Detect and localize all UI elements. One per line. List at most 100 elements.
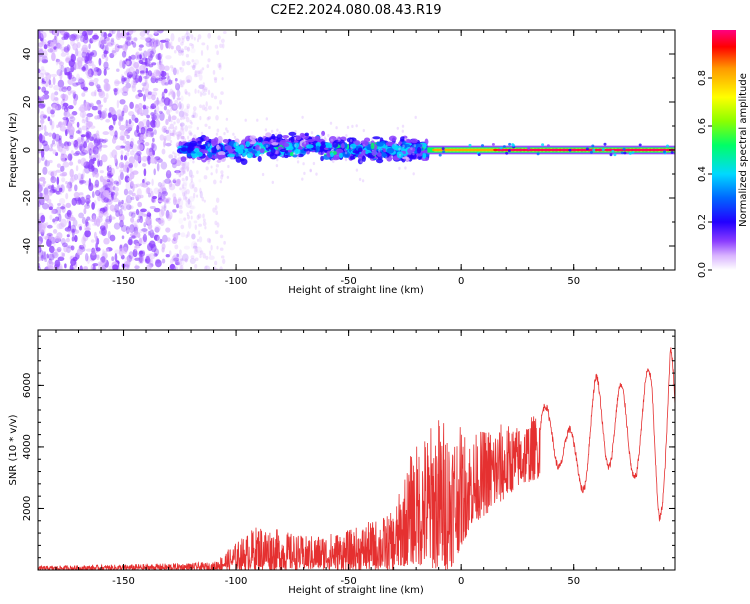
spectrogram-cell — [183, 161, 187, 171]
spectrogram-cell — [179, 167, 185, 176]
spectrogram-cell — [511, 143, 515, 146]
spectrogram-cell — [43, 143, 50, 152]
colorbar-tick: 0.4 — [697, 166, 708, 182]
spectrogram-cell — [212, 207, 216, 213]
spectrogram-cell — [126, 32, 130, 36]
spectrogram-cell — [184, 32, 192, 40]
spectrogram-cell — [335, 126, 338, 130]
spectrogram-cell — [146, 119, 150, 128]
spectrogram-cell — [115, 145, 122, 150]
spectrogram-cell — [203, 265, 211, 270]
spectrogram-cell — [331, 158, 334, 162]
spectrogram-cell — [471, 148, 476, 152]
spectrogram-cell — [81, 92, 86, 97]
spectrogram-cell — [145, 181, 151, 186]
spectrogram-cell — [235, 156, 242, 163]
spectrogram-cell — [167, 169, 171, 175]
spectrogram-cell — [163, 97, 171, 106]
spectrogram-cell — [292, 154, 298, 158]
spectrogram-cell — [158, 110, 163, 114]
spectrogram-cell — [173, 232, 179, 241]
spectrogram-cell — [111, 47, 118, 56]
spectrogram-cell — [116, 109, 123, 118]
spectrogram-cell — [61, 171, 68, 177]
spectrogram-cell — [158, 209, 164, 218]
spectrogram-cell — [249, 135, 257, 141]
spectrogram-cell — [124, 175, 130, 183]
spectrogram-cell — [177, 253, 183, 262]
spectrogram-cell — [169, 132, 175, 137]
spectrogram-cell — [314, 135, 321, 140]
spectrogram-cell — [92, 263, 99, 267]
spectrogram-cell — [233, 135, 237, 139]
spectrogram-cell — [155, 259, 162, 268]
spectrogram-cell — [611, 149, 615, 153]
spectrogram-cell — [275, 150, 278, 154]
spectrogram-cell — [180, 171, 185, 176]
spectrogram-cell — [190, 240, 198, 250]
spectrogram-cell — [187, 198, 191, 205]
spectrogram-cell — [182, 192, 186, 197]
spectrogram-cell — [101, 264, 106, 270]
spectrogram-cell — [170, 33, 175, 42]
spectrogram-cell — [125, 152, 130, 157]
spectrogram-cell — [351, 124, 354, 128]
spectrogram-cell — [388, 135, 397, 142]
snr-x-tick: -100 — [225, 576, 248, 587]
snr-x-tick: -50 — [340, 576, 356, 587]
spectrogram-cell — [166, 129, 172, 134]
spectrogram-cell — [131, 211, 137, 215]
spectrogram-cell — [120, 154, 124, 161]
spectrogram-cell — [175, 82, 179, 89]
spectrogram-cell — [168, 250, 172, 256]
spectrogram-cell — [179, 122, 185, 127]
spectrogram-cell — [55, 190, 61, 195]
spectrogram-cell — [142, 104, 147, 110]
spectrogram-cell — [131, 144, 138, 153]
spectrogram-cell — [64, 128, 70, 135]
spectrogram-cell — [176, 118, 181, 124]
spectrogram-cell — [167, 216, 172, 222]
spectrogram-cell — [106, 42, 113, 47]
spectrogram-cell — [172, 196, 177, 206]
spectrogram-cell — [324, 138, 327, 142]
spectrogram-cell — [86, 222, 91, 231]
spectrogram-cell — [181, 79, 186, 85]
spectrogram-cell — [171, 255, 178, 263]
spectrogram-cell — [185, 189, 190, 195]
spectrogram-cell — [181, 162, 184, 167]
spectrogram-cell — [192, 160, 195, 164]
spectrogram-cell — [117, 113, 122, 118]
spectrogram-cell — [134, 245, 138, 252]
spectrogram-cell — [207, 161, 210, 165]
spectrogram-cell — [186, 46, 190, 52]
spectrogram-cell — [93, 66, 100, 73]
spectrogram-cell — [140, 70, 145, 76]
spectrogram-cell — [140, 70, 147, 74]
spectrogram-cell — [438, 153, 442, 157]
spectrogram-cell — [305, 144, 314, 149]
spectrogram-cell — [124, 161, 131, 171]
spectrogram-cell — [100, 43, 105, 50]
spectrogram-cell — [70, 149, 74, 156]
spectrogram-cell — [240, 158, 248, 166]
spectrogram-cell — [210, 244, 213, 251]
spectrogram-cell — [103, 179, 109, 188]
spectrogram-cell — [135, 208, 140, 216]
spectrogram-cell — [207, 32, 212, 39]
spectrogram-cell — [658, 148, 669, 152]
spectrogram-cell — [185, 53, 190, 58]
spectrogram-cell — [177, 258, 185, 267]
spectrogram-cell — [98, 147, 103, 152]
spectrogram-cell — [169, 100, 173, 107]
spectrogram-cell — [225, 127, 228, 131]
spectrogram-cell — [216, 128, 220, 133]
spectrogram-cell — [143, 168, 147, 177]
spectrogram-cell — [175, 131, 183, 137]
spectrogram-cell — [188, 196, 195, 202]
spectrogram-cell — [51, 251, 59, 259]
spectrogram-cell — [180, 127, 185, 131]
spectrogram-cell — [58, 87, 63, 92]
spectrogram-cell — [293, 151, 296, 155]
spectrogram-y-tick: -20 — [22, 190, 33, 206]
